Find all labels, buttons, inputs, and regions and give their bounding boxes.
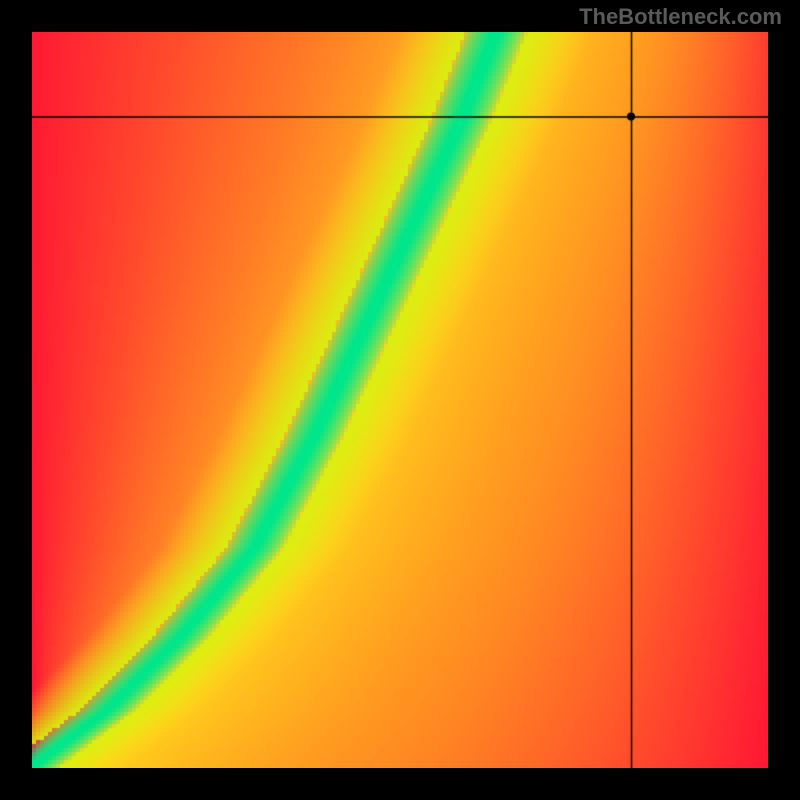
heatmap-canvas <box>32 32 768 768</box>
heatmap-plot <box>32 32 768 768</box>
watermark-text: TheBottleneck.com <box>579 4 782 30</box>
